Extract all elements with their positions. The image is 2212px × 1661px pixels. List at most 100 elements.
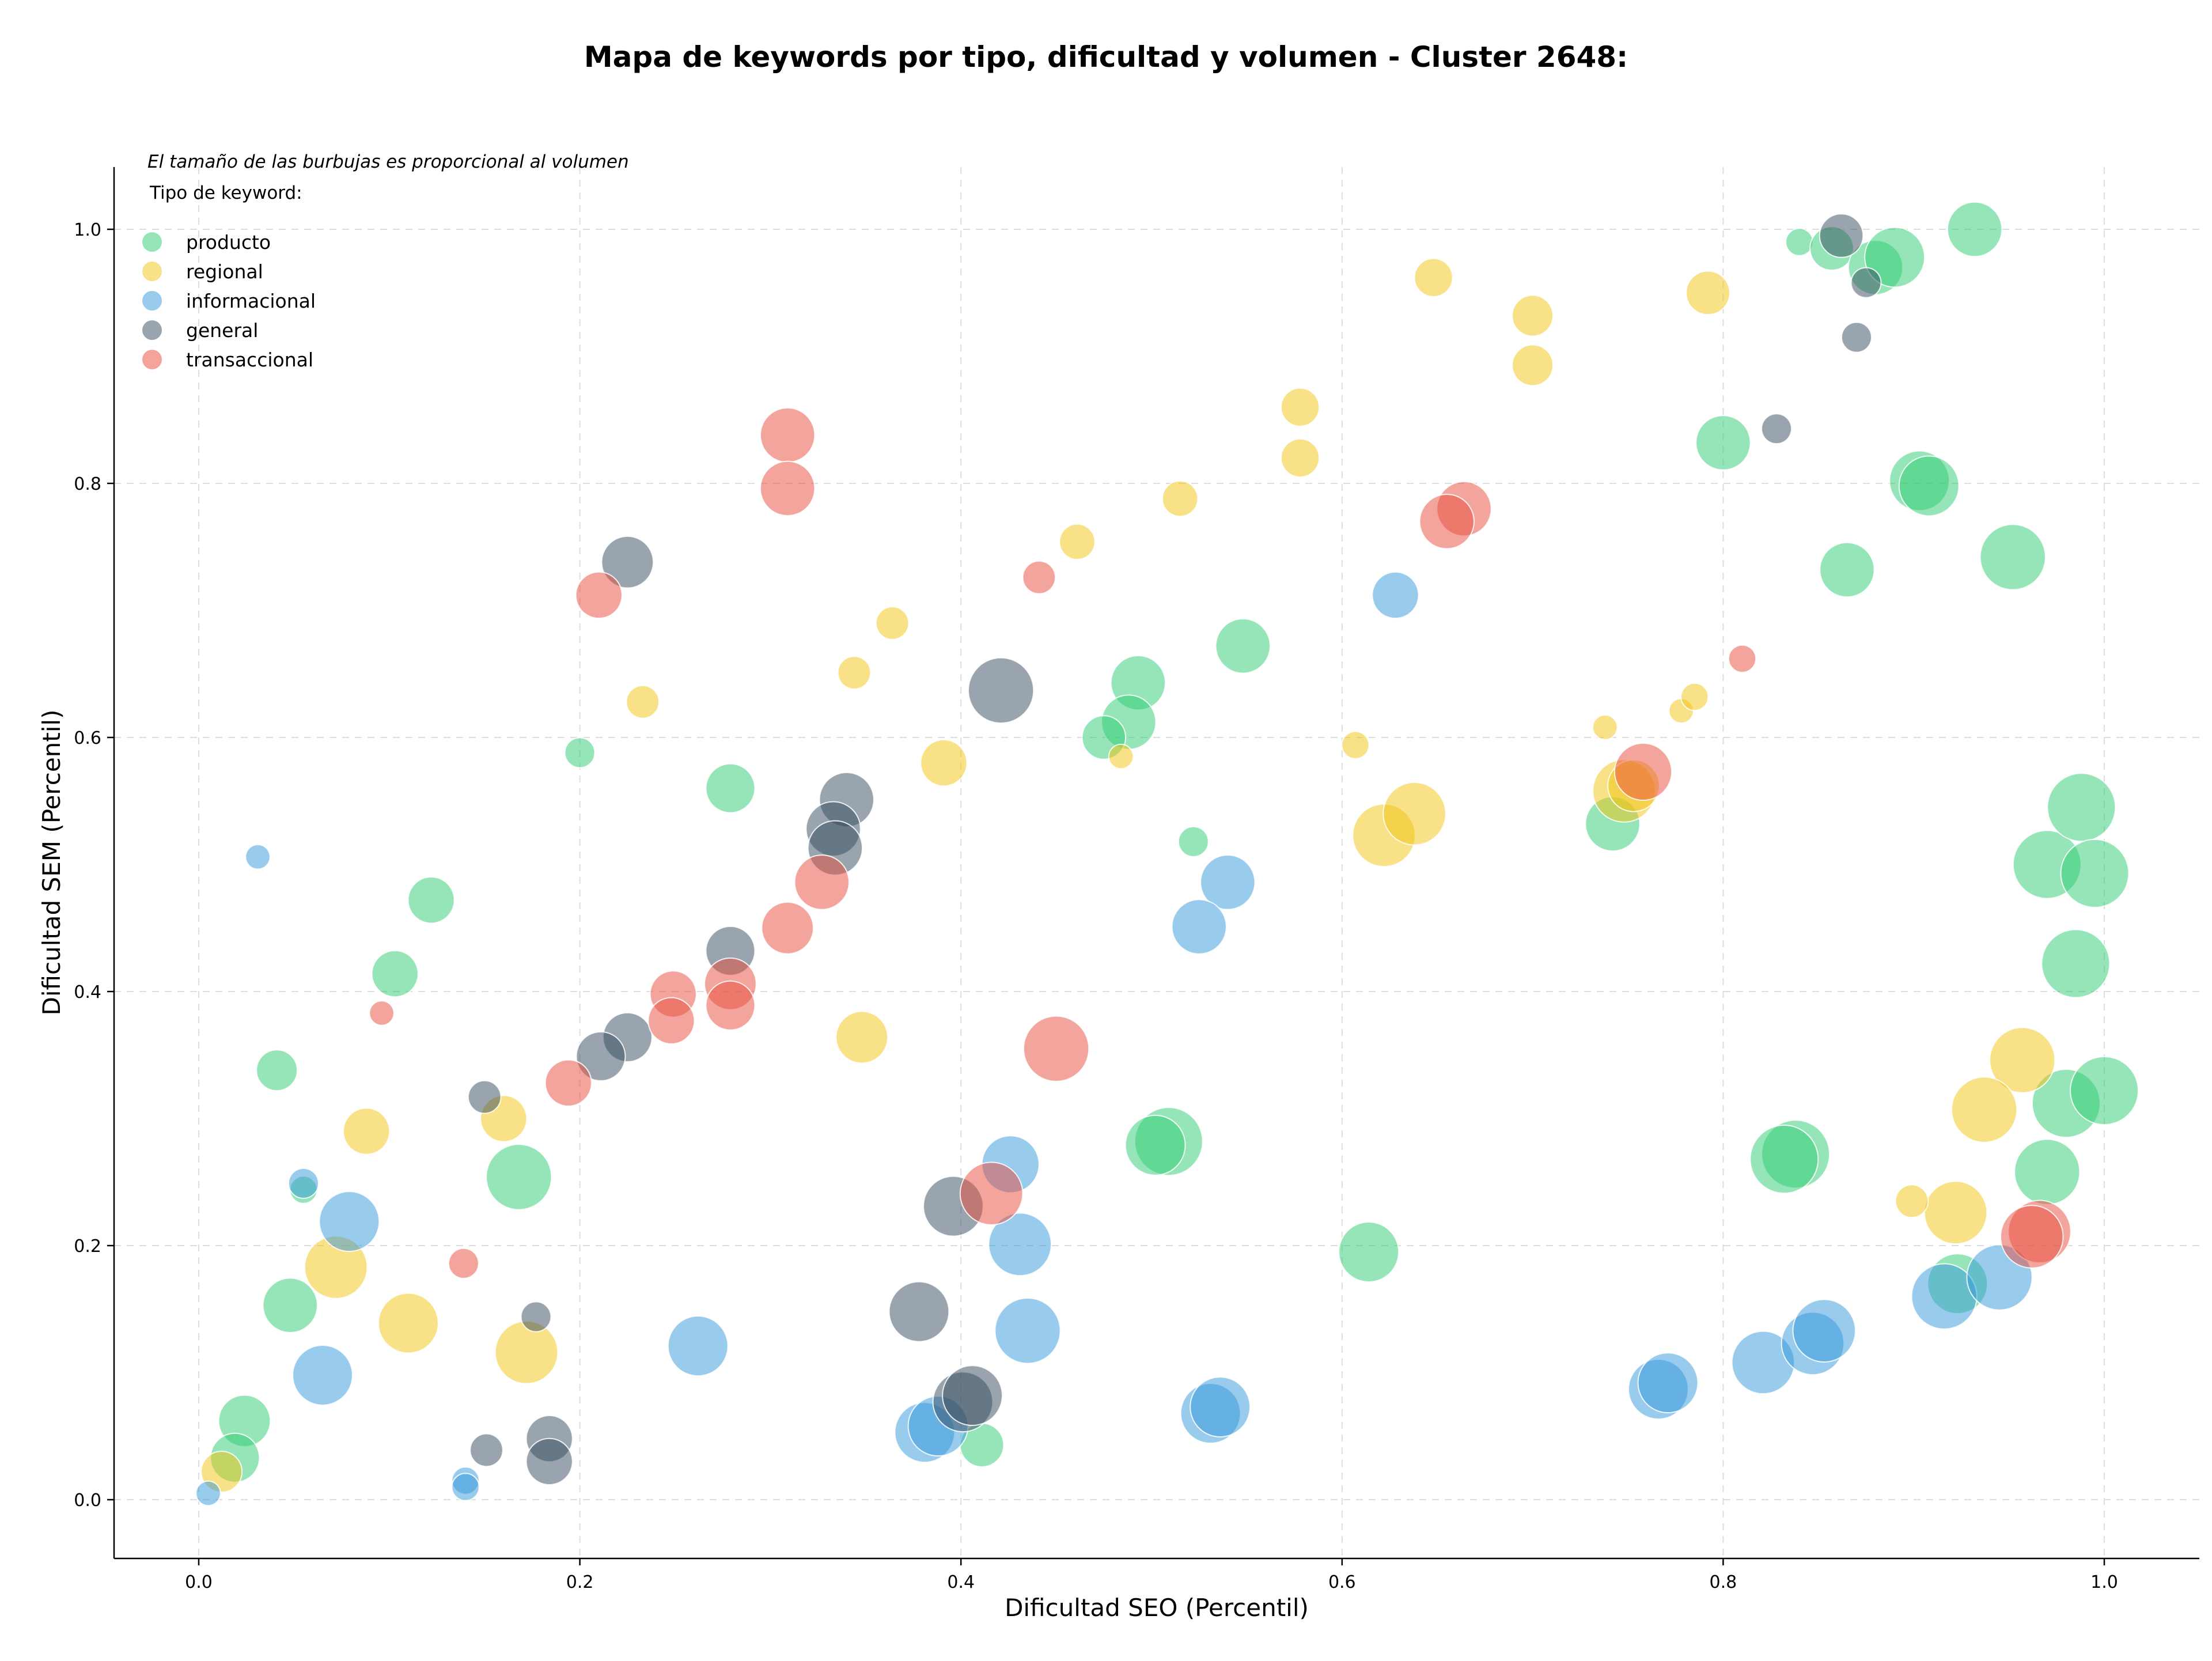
bubble-transaccional [544, 1059, 592, 1107]
bubble-transaccional [1419, 493, 1475, 550]
bubble-regional [1108, 743, 1134, 770]
bubble-producto [486, 1144, 552, 1210]
bubble-regional [1592, 714, 1618, 740]
bubble-regional [835, 1011, 889, 1064]
bubble-informacional [195, 1480, 221, 1507]
bubble-general [888, 1281, 950, 1342]
legend-marker [142, 320, 162, 340]
bubble-producto [407, 876, 455, 924]
grid [114, 167, 2199, 1558]
bubble-transaccional [761, 901, 815, 955]
bubble-producto [1338, 1221, 1400, 1282]
bubble-general [525, 1437, 573, 1485]
legend-title: Tipo de keyword: [149, 183, 302, 203]
series-transaccional [369, 407, 2071, 1279]
legend-item-producto: producto [142, 231, 271, 253]
bubble-informacional [287, 1167, 319, 1199]
bubble-regional [1512, 344, 1554, 387]
bubble-informacional [1792, 1299, 1857, 1363]
bubble-regional [1989, 1027, 2056, 1094]
bubble-informacional [1200, 854, 1256, 910]
x-ticks: 0.0 0.2 0.4 0.6 0.8 1.0 [185, 1558, 2118, 1592]
bubble-informacional [451, 1473, 480, 1501]
bubble-regional [1680, 682, 1709, 712]
bubble-producto [1785, 228, 1814, 256]
bubble-producto [2070, 1055, 2139, 1125]
y-tick-label: 0.2 [74, 1236, 101, 1257]
bubble-transaccional [1022, 1015, 1090, 1082]
bubble-producto [564, 737, 596, 769]
bubble-transaccional [705, 980, 756, 1031]
bubble-transaccional [794, 854, 850, 910]
bubble-regional [1950, 1076, 2018, 1143]
bubble-general [467, 1080, 502, 1114]
legend-item-informacional: informacional [142, 290, 316, 312]
legend-marker [142, 291, 162, 311]
bubble-informacional [245, 844, 271, 870]
bubble-producto [1898, 455, 1960, 517]
bubble-transaccional [1728, 644, 1757, 673]
series-producto [210, 201, 2139, 1483]
bubble-regional [1414, 258, 1453, 297]
bubble-general [1761, 413, 1792, 445]
bubble-transaccional [1022, 560, 1056, 595]
bubble-informacional [1372, 571, 1419, 619]
bubble-producto [1124, 1114, 1186, 1176]
bubble-general [968, 657, 1035, 724]
bubble-regional [1923, 1181, 1988, 1244]
legend-marker [142, 232, 162, 252]
bubble-transaccional [759, 407, 816, 463]
y-ticks: 0.0 0.2 0.4 0.6 0.8 1.0 [74, 220, 114, 1511]
bubble-transaccional [647, 997, 695, 1045]
bubble-regional [1685, 270, 1730, 316]
bubble-producto [371, 950, 419, 998]
axes [113, 167, 2199, 1560]
bubble-regional [1059, 523, 1096, 561]
bubble-transaccional [575, 571, 623, 619]
bubble-producto [1946, 201, 2003, 258]
bubble-transaccional [959, 1161, 1024, 1225]
bubble-producto [705, 763, 756, 814]
legend-marker [142, 350, 162, 369]
bubble-producto [1979, 524, 2046, 591]
bubble-informacional [1190, 1376, 1251, 1437]
bubble-producto [2060, 838, 2130, 908]
bubble-regional [1512, 294, 1554, 337]
bubble-general [1850, 267, 1882, 298]
legend-label: informacional [186, 290, 316, 312]
legend-label: general [186, 319, 258, 342]
y-axis-label: Dificultad SEM (Percentil) [37, 710, 66, 1016]
bubble-regional [626, 684, 660, 719]
bubble-transaccional [448, 1247, 479, 1279]
bubble-general [942, 1365, 1003, 1427]
bubble-regional [1341, 731, 1370, 759]
bubble-producto [262, 1277, 318, 1333]
bubble-producto [1819, 542, 1875, 598]
legend-item-regional: regional [142, 260, 263, 283]
bubble-general [601, 535, 654, 589]
bubble-general [1819, 213, 1864, 258]
x-axis-label: Dificultad SEO (Percentil) [1005, 1594, 1309, 1622]
y-tick-label: 0.8 [74, 474, 101, 494]
bubble-producto [256, 1049, 298, 1092]
bubble-regional [837, 656, 872, 690]
bubble-regional [1382, 782, 1446, 846]
x-tick-label: 1.0 [2090, 1572, 2118, 1592]
bubble-informacional [1171, 899, 1227, 955]
bubble-regional [494, 1320, 559, 1384]
bubble-general [575, 1031, 626, 1081]
x-tick-label: 0.8 [1710, 1572, 1737, 1592]
bubble-regional [377, 1292, 439, 1354]
x-tick-label: 0.0 [185, 1572, 213, 1592]
bubble-informacional [1637, 1352, 1699, 1414]
bubble-producto [1215, 618, 1271, 674]
bubble-regional [1895, 1184, 1929, 1219]
bubble-producto [2047, 773, 2116, 842]
bubble-informacional [292, 1344, 353, 1406]
legend-label: transaccional [186, 349, 313, 371]
bubble-informacional [988, 1212, 1052, 1277]
series-regional [200, 258, 2056, 1493]
legend-label: regional [186, 260, 263, 283]
bubble-regional [1280, 387, 1320, 427]
y-tick-label: 0.0 [74, 1490, 101, 1511]
